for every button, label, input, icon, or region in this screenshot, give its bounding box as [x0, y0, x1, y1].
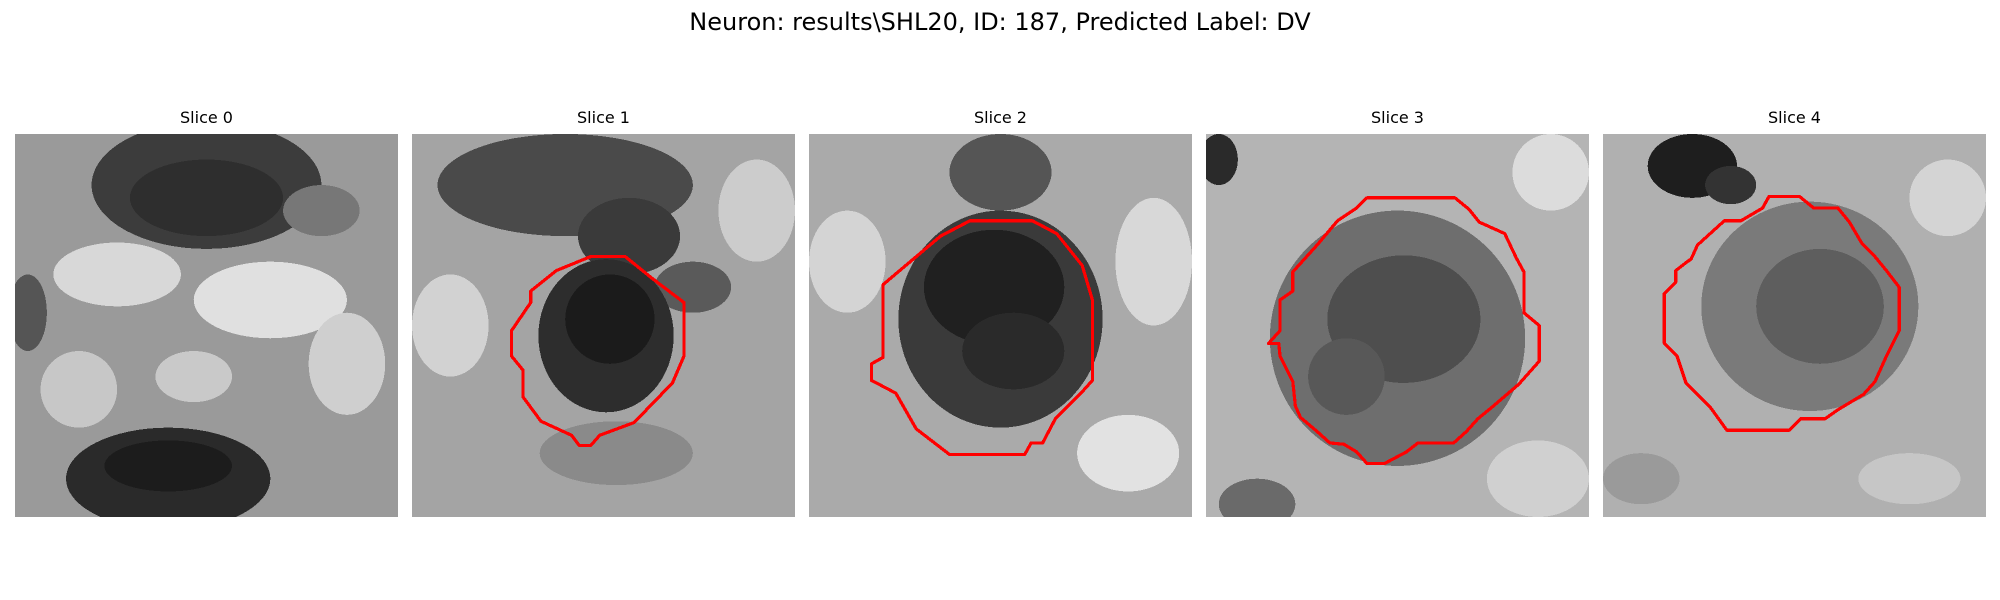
contour-outline-2 [869, 219, 1095, 457]
slice-title-4: Slice 4 [1768, 108, 1821, 127]
slice-title-3: Slice 3 [1371, 108, 1424, 127]
slice-image-2 [809, 134, 1192, 517]
slice-title-2: Slice 2 [974, 108, 1027, 127]
slice-panel-4: Slice 4 [1603, 108, 1986, 520]
contour-outline-1 [509, 254, 686, 448]
slice-image-0 [15, 134, 398, 517]
slice-panel-3: Slice 3 [1206, 108, 1589, 520]
slice-image-4 [1603, 134, 1986, 517]
figure-title: Neuron: results\SHL20, ID: 187, Predicte… [689, 8, 1311, 36]
slice-panel-1: Slice 1 [412, 108, 795, 520]
slice-panel-2: Slice 2 [809, 108, 1192, 520]
contour-outline-3 [1266, 196, 1541, 465]
slice-image-1 [412, 134, 795, 517]
slice-image-3 [1206, 134, 1589, 517]
contour-outline-4 [1662, 194, 1901, 432]
slice-title-1: Slice 1 [577, 108, 630, 127]
slice-title-0: Slice 0 [180, 108, 233, 127]
slice-panel-0: Slice 0 [15, 108, 398, 520]
